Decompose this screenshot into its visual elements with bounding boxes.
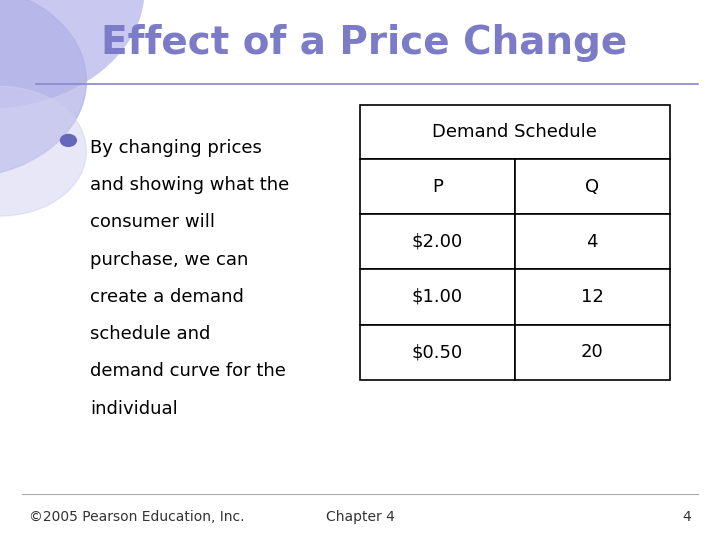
Text: P: P — [432, 178, 443, 196]
FancyBboxPatch shape — [515, 214, 670, 269]
FancyBboxPatch shape — [360, 325, 515, 380]
Text: consumer will: consumer will — [90, 213, 215, 231]
Text: purchase, we can: purchase, we can — [90, 251, 248, 268]
Text: and showing what the: and showing what the — [90, 176, 289, 194]
FancyBboxPatch shape — [515, 269, 670, 325]
Text: create a demand: create a demand — [90, 288, 244, 306]
Circle shape — [0, 0, 144, 108]
Text: Demand Schedule: Demand Schedule — [433, 123, 597, 141]
Text: $2.00: $2.00 — [412, 233, 463, 251]
Circle shape — [0, 86, 86, 216]
Circle shape — [0, 0, 86, 178]
Text: By changing prices: By changing prices — [90, 139, 262, 157]
Text: $0.50: $0.50 — [412, 343, 463, 361]
Text: individual: individual — [90, 400, 178, 417]
FancyBboxPatch shape — [360, 105, 670, 159]
Text: $1.00: $1.00 — [412, 288, 463, 306]
FancyBboxPatch shape — [360, 269, 515, 325]
Text: 20: 20 — [581, 343, 603, 361]
Text: Chapter 4: Chapter 4 — [325, 510, 395, 524]
Text: Effect of a Price Change: Effect of a Price Change — [101, 24, 627, 62]
Circle shape — [60, 134, 76, 146]
Text: demand curve for the: demand curve for the — [90, 362, 286, 380]
Text: Q: Q — [585, 178, 599, 196]
Text: 4: 4 — [683, 510, 691, 524]
FancyBboxPatch shape — [360, 159, 515, 214]
FancyBboxPatch shape — [360, 214, 515, 269]
Text: 4: 4 — [587, 233, 598, 251]
Text: ©2005 Pearson Education, Inc.: ©2005 Pearson Education, Inc. — [29, 510, 244, 524]
Text: 12: 12 — [581, 288, 603, 306]
FancyBboxPatch shape — [515, 159, 670, 214]
FancyBboxPatch shape — [515, 325, 670, 380]
Text: schedule and: schedule and — [90, 325, 210, 343]
